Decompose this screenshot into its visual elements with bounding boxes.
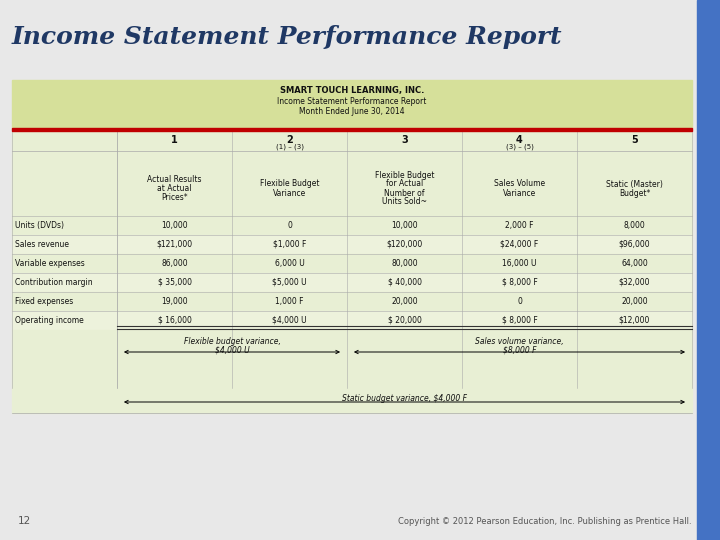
Text: $ 8,000 F: $ 8,000 F <box>502 278 537 287</box>
Text: $8,000 F: $8,000 F <box>503 346 536 355</box>
Bar <box>12 235 692 254</box>
Bar <box>12 292 692 311</box>
Text: Variance: Variance <box>503 188 536 198</box>
Text: Variable expenses: Variable expenses <box>15 259 85 268</box>
Text: 12: 12 <box>18 516 31 526</box>
Text: $1,000 F: $1,000 F <box>273 240 306 249</box>
Text: $ 8,000 F: $ 8,000 F <box>502 316 537 325</box>
Text: at Actual: at Actual <box>157 184 192 193</box>
Bar <box>12 216 692 235</box>
Text: 1,000 F: 1,000 F <box>275 297 304 306</box>
Text: Fixed expenses: Fixed expenses <box>15 297 73 306</box>
Bar <box>12 254 692 273</box>
Text: 20,000: 20,000 <box>391 297 418 306</box>
Text: $ 16,000: $ 16,000 <box>158 316 192 325</box>
Text: 10,000: 10,000 <box>161 221 188 230</box>
Bar <box>12 273 692 292</box>
Text: Operating income: Operating income <box>15 316 84 325</box>
Text: 8,000: 8,000 <box>624 221 645 230</box>
Text: Number of: Number of <box>384 188 425 198</box>
Bar <box>12 388 692 413</box>
Bar <box>12 330 692 388</box>
Text: Contribution margin: Contribution margin <box>15 278 93 287</box>
Text: 10,000: 10,000 <box>391 221 418 230</box>
Text: 5: 5 <box>631 135 638 145</box>
Bar <box>12 80 692 128</box>
Text: (3) – (5): (3) – (5) <box>505 144 534 151</box>
Text: 2: 2 <box>286 135 293 145</box>
Bar <box>12 151 692 216</box>
Text: Flexible Budget: Flexible Budget <box>260 179 319 188</box>
Text: 16,000 U: 16,000 U <box>503 259 536 268</box>
Text: Sales Volume: Sales Volume <box>494 179 545 188</box>
Text: 86,000: 86,000 <box>161 259 188 268</box>
Text: $24,000 F: $24,000 F <box>500 240 539 249</box>
Text: Sales revenue: Sales revenue <box>15 240 69 249</box>
Text: 6,000 U: 6,000 U <box>274 259 305 268</box>
Text: 1: 1 <box>171 135 178 145</box>
Text: Copyright © 2012 Pearson Education, Inc. Publishing as Prentice Hall.: Copyright © 2012 Pearson Education, Inc.… <box>398 517 692 526</box>
Text: for Actual: for Actual <box>386 179 423 188</box>
Text: 19,000: 19,000 <box>161 297 188 306</box>
Text: Static budget variance, $4,000 F: Static budget variance, $4,000 F <box>342 394 467 403</box>
Text: Budget*: Budget* <box>618 188 650 198</box>
Text: $12,000: $12,000 <box>618 316 650 325</box>
Bar <box>12 311 692 330</box>
Text: 0: 0 <box>287 221 292 230</box>
Text: $4,000 U: $4,000 U <box>215 346 249 355</box>
Text: Sales volume variance,: Sales volume variance, <box>475 337 564 346</box>
Text: 0: 0 <box>517 297 522 306</box>
Text: Prices*: Prices* <box>161 193 188 202</box>
Text: 3: 3 <box>401 135 408 145</box>
Text: $ 20,000: $ 20,000 <box>387 316 421 325</box>
Text: SMART TOUCH LEARNING, INC.: SMART TOUCH LEARNING, INC. <box>280 86 424 95</box>
Bar <box>697 0 720 540</box>
Text: $ 35,000: $ 35,000 <box>158 278 192 287</box>
Text: $5,000 U: $5,000 U <box>272 278 307 287</box>
Text: (1) – (3): (1) – (3) <box>276 144 304 151</box>
Text: Variance: Variance <box>273 188 306 198</box>
Text: Flexible Budget: Flexible Budget <box>374 171 434 179</box>
Text: Units (DVDs): Units (DVDs) <box>15 221 64 230</box>
Text: $4,000 U: $4,000 U <box>272 316 307 325</box>
Text: Flexible budget variance,: Flexible budget variance, <box>184 337 280 346</box>
Text: Income Statement Performance Report: Income Statement Performance Report <box>277 97 427 106</box>
Text: Month Ended June 30, 2014: Month Ended June 30, 2014 <box>300 107 405 116</box>
Bar <box>12 131 692 151</box>
Text: $120,000: $120,000 <box>387 240 423 249</box>
Text: 4: 4 <box>516 135 523 145</box>
Text: 2,000 F: 2,000 F <box>505 221 534 230</box>
Text: $121,000: $121,000 <box>156 240 192 249</box>
Bar <box>12 128 692 131</box>
Text: $ 40,000: $ 40,000 <box>387 278 421 287</box>
Text: Units Sold~: Units Sold~ <box>382 198 427 206</box>
Text: Static (Master): Static (Master) <box>606 179 663 188</box>
Text: Actual Results: Actual Results <box>148 175 202 184</box>
Text: $96,000: $96,000 <box>618 240 650 249</box>
Text: Income Statement Performance Report: Income Statement Performance Report <box>12 25 562 49</box>
Text: $32,000: $32,000 <box>618 278 650 287</box>
Text: 80,000: 80,000 <box>391 259 418 268</box>
Text: 20,000: 20,000 <box>621 297 648 306</box>
Text: 64,000: 64,000 <box>621 259 648 268</box>
